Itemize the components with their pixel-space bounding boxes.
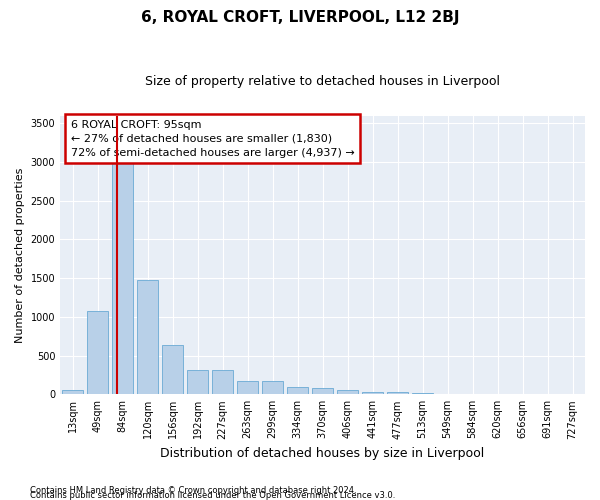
Bar (112, 131, 133, 394)
Text: 6 ROYAL CROFT: 95sqm
← 27% of detached houses are smaller (1,830)
72% of semi-de: 6 ROYAL CROFT: 95sqm ← 27% of detached h… (71, 120, 355, 158)
Bar (187, 370, 208, 394)
Title: Size of property relative to detached houses in Liverpool: Size of property relative to detached ho… (145, 75, 500, 88)
Text: Contains HM Land Registry data © Crown copyright and database right 2024.: Contains HM Land Registry data © Crown c… (30, 486, 356, 495)
Bar (362, 392, 383, 394)
X-axis label: Distribution of detached houses by size in Liverpool: Distribution of detached houses by size … (160, 447, 485, 460)
Bar (337, 390, 358, 394)
Bar (237, 381, 258, 394)
Bar (287, 386, 308, 394)
Text: Contains public sector information licensed under the Open Government Licence v3: Contains public sector information licen… (30, 491, 395, 500)
Y-axis label: Number of detached properties: Number of detached properties (15, 167, 25, 342)
Bar (87, 310, 108, 394)
Bar (387, 392, 408, 394)
Bar (412, 393, 433, 394)
Bar (312, 388, 333, 394)
Text: 6, ROYAL CROFT, LIVERPOOL, L12 2BJ: 6, ROYAL CROFT, LIVERPOOL, L12 2BJ (141, 10, 459, 25)
Bar (137, 280, 158, 394)
Bar (262, 381, 283, 394)
Bar (212, 370, 233, 394)
Bar (162, 345, 183, 395)
Bar (62, 390, 83, 394)
